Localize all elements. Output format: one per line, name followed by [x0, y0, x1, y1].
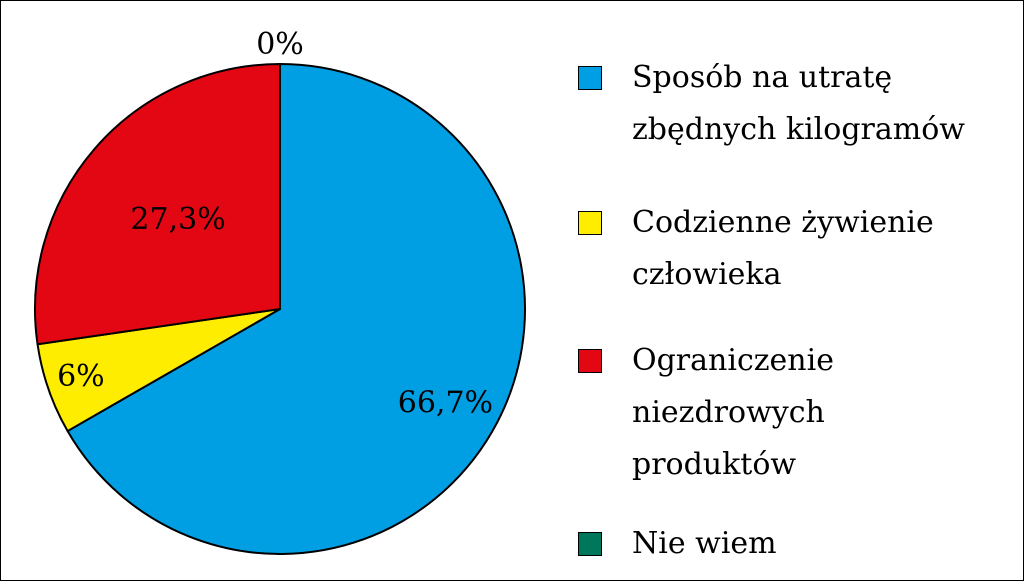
legend-label-line: Codzienne żywienie	[632, 205, 934, 240]
legend-label-line: człowieka	[632, 257, 782, 292]
legend-label: Sposób na utratę zbędnych kilogramów	[632, 52, 1012, 156]
legend-swatch	[578, 211, 602, 235]
legend-label: Ograniczenie niezdrowych produktów	[632, 335, 1012, 491]
legend-label-line: Nie wiem	[632, 526, 777, 561]
pie-slice-limiting-unhealthy	[34, 63, 281, 346]
pie-label-weight-loss: 66,7%	[398, 386, 493, 421]
pie-label-limiting-unhealthy: 27,3%	[130, 202, 225, 237]
legend-label-line: Ograniczenie	[632, 343, 834, 378]
legend-label: Codzienne żywienie człowieka	[632, 197, 1012, 301]
legend-label-line: Sposób na utratę	[632, 60, 893, 95]
legend-label: Nie wiem	[632, 518, 1012, 570]
pie-label-dont-know: 0%	[256, 27, 304, 62]
legend-swatch	[578, 66, 602, 90]
legend-swatch	[578, 532, 602, 556]
legend-label-line: zbędnych kilogramów	[632, 112, 965, 147]
legend-label-line: niezdrowych	[632, 395, 825, 430]
pie-label-daily-nutrition: 6%	[57, 359, 105, 394]
legend-swatch	[578, 349, 602, 373]
legend-label-line: produktów	[632, 447, 797, 482]
pie-slice-weight-loss	[66, 63, 526, 555]
